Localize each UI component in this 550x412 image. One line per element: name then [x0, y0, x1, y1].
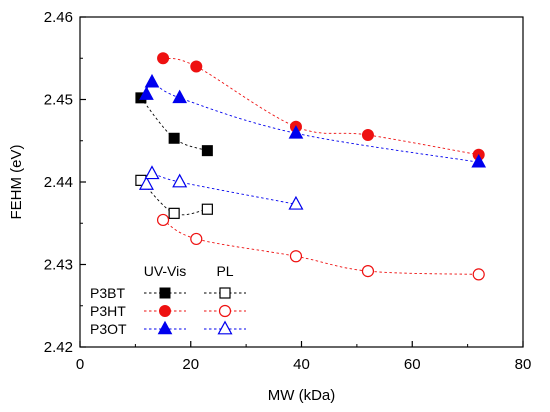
legend-marker-p3bt — [159, 287, 171, 299]
legend-header-pl: PL — [216, 263, 233, 279]
legend-label-p3ot: P3OT — [90, 321, 127, 337]
series-line-p3ht-pl — [162, 219, 479, 275]
data-point-p3ht-pl — [472, 268, 485, 281]
x-tick-label: 40 — [293, 356, 310, 373]
legend-label-p3ht: P3HT — [90, 303, 126, 319]
x-tick-label: 0 — [76, 356, 84, 373]
series-line-p3ht-uvvis — [162, 57, 479, 156]
data-point-p3ot-pl — [172, 173, 188, 188]
data-point-p3bt-pl — [201, 203, 213, 215]
x-tick-label: 60 — [404, 356, 421, 373]
y-tick-label: 2.43 — [44, 257, 73, 274]
data-point-p3bt-pl — [168, 207, 180, 219]
legend-marker-p3ht — [159, 305, 171, 317]
data-point-p3ot-pl — [288, 195, 304, 210]
data-point-p3ot-uvvis — [139, 86, 154, 100]
data-point-p3ot-pl — [144, 165, 160, 180]
data-point-p3ht-pl — [156, 213, 170, 227]
data-point-p3ot-uvvis — [144, 73, 160, 88]
y-axis-title: FEHM (eV) — [8, 144, 25, 219]
data-point-p3ht-pl — [289, 250, 303, 263]
y-axis: 2.42 2.43 2.44 2.45 2.46 — [44, 9, 86, 356]
legend: UV-Vis PL P3BT P3HT P3OT — [90, 263, 246, 337]
legend-marker-p3ot — [217, 320, 233, 335]
y-tick-label: 2.42 — [44, 339, 73, 356]
x-axis: 0 20 40 60 80 — [76, 341, 532, 373]
series-markers — [135, 52, 487, 281]
data-point-p3ht-uvvis — [157, 52, 170, 65]
legend-marker-p3bt — [219, 287, 231, 299]
data-point-p3ht-pl — [361, 265, 375, 278]
data-point-p3ht-uvvis — [361, 128, 374, 141]
data-point-p3ot-uvvis — [471, 153, 487, 168]
data-point-p3bt-uvvis — [168, 132, 180, 144]
data-point-p3ht-uvvis — [190, 60, 203, 73]
legend-label-p3bt: P3BT — [90, 285, 125, 301]
data-point-p3bt-uvvis — [201, 145, 213, 157]
data-point-p3ht-pl — [190, 232, 203, 246]
data-point-p3ot-pl — [138, 176, 154, 190]
x-tick-label: 20 — [182, 356, 199, 373]
data-point-p3ot-uvvis — [288, 125, 304, 139]
y-tick-label: 2.46 — [44, 9, 73, 26]
legend-marker-p3ht — [218, 304, 232, 318]
legend-marker-p3ot — [157, 320, 173, 335]
series-line-p3ot-pl — [146, 173, 297, 205]
series-line-p3ot-uvvis — [146, 81, 479, 163]
x-axis-title: MW (kDa) — [268, 387, 336, 404]
data-point-p3ot-uvvis — [172, 89, 188, 104]
y-tick-label: 2.44 — [44, 174, 73, 191]
legend-header-uvvis: UV-Vis — [144, 263, 187, 279]
x-tick-label: 80 — [515, 356, 532, 373]
y-tick-label: 2.45 — [44, 92, 73, 109]
